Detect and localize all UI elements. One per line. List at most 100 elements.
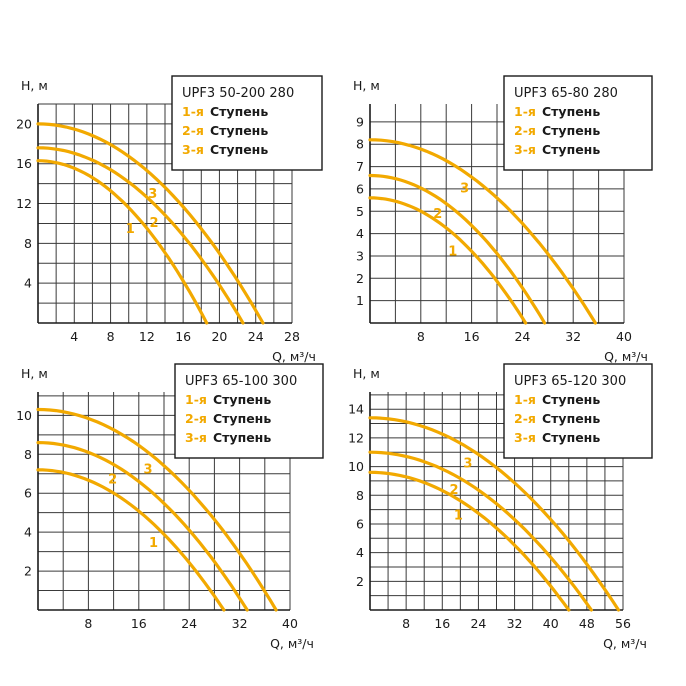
y-tick-label: 10 bbox=[16, 408, 32, 423]
chart-title: UPF3 65-80 280 bbox=[514, 86, 618, 101]
legend-stage-number: 3-я bbox=[514, 430, 536, 445]
curve-series-2 bbox=[368, 173, 547, 325]
x-tick-label: 32 bbox=[232, 616, 248, 631]
curve-series-3 bbox=[36, 407, 278, 612]
x-tick-label: 56 bbox=[615, 616, 631, 631]
legend: UPF3 65-100 300 1-я Ступень 2-я Ступень 3-я Ст… bbox=[174, 363, 324, 459]
x-tick-label: 8 bbox=[417, 329, 425, 344]
y-tick-label: 4 bbox=[356, 226, 364, 241]
x-tick-label: 24 bbox=[181, 616, 197, 631]
y-tick-label: 8 bbox=[356, 137, 364, 152]
x-tick-label: 20 bbox=[211, 329, 227, 344]
y-tick-label: 12 bbox=[348, 430, 364, 445]
curve-series-1 bbox=[368, 470, 571, 612]
legend-stage-word: Ступень bbox=[213, 411, 271, 426]
y-tick-label: 2 bbox=[24, 564, 32, 579]
curve-label-1: 1 bbox=[454, 508, 463, 523]
y-tick-label: 4 bbox=[356, 545, 364, 560]
curve-series-3 bbox=[36, 122, 265, 325]
x-tick-label: 8 bbox=[402, 616, 410, 631]
legend: UPF3 50-200 280 1-я Ступень 2-я Ступень 3-я Ст… bbox=[171, 75, 323, 171]
y-axis-label: H, м bbox=[353, 78, 380, 93]
legend-stage-word: Ступень bbox=[542, 430, 600, 445]
y-tick-label: 7 bbox=[356, 159, 364, 174]
y-tick-label: 10 bbox=[348, 459, 364, 474]
chart-title: UPF3 65-100 300 bbox=[185, 374, 297, 389]
x-tick-label: 8 bbox=[84, 616, 92, 631]
x-tick-label: 48 bbox=[579, 616, 595, 631]
x-tick-label: 40 bbox=[616, 329, 632, 344]
curve-label-3: 3 bbox=[460, 182, 469, 197]
y-tick-label: 1 bbox=[356, 293, 364, 308]
legend-stage-number: 1-я bbox=[514, 104, 536, 119]
y-tick-label: 8 bbox=[356, 488, 364, 503]
x-axis-label: Q, м³/ч bbox=[270, 636, 314, 651]
x-tick-label: 32 bbox=[565, 329, 581, 344]
x-axis-label: Q, м³/ч bbox=[603, 636, 647, 651]
y-tick-label: 14 bbox=[348, 402, 364, 417]
x-tick-label: 24 bbox=[248, 329, 264, 344]
curve-label-3: 3 bbox=[463, 456, 472, 471]
y-tick-label: 6 bbox=[24, 486, 32, 501]
x-tick-label: 12 bbox=[139, 329, 155, 344]
legend-stage-number: 3-я bbox=[185, 430, 207, 445]
x-tick-label: 4 bbox=[70, 329, 78, 344]
y-tick-label: 8 bbox=[24, 236, 32, 251]
x-tick-label: 28 bbox=[284, 329, 300, 344]
x-tick-label: 16 bbox=[175, 329, 191, 344]
x-tick-label: 40 bbox=[282, 616, 298, 631]
curve-series-2 bbox=[36, 146, 245, 325]
x-tick-label: 24 bbox=[470, 616, 486, 631]
legend-stage-number: 3-я bbox=[514, 142, 536, 157]
legend-stage-word: Ступень bbox=[210, 142, 268, 157]
y-tick-label: 16 bbox=[16, 156, 32, 171]
legend-box bbox=[503, 75, 653, 171]
x-tick-label: 24 bbox=[514, 329, 530, 344]
curve-label-2: 2 bbox=[108, 472, 117, 487]
legend-stage-word: Ступень bbox=[210, 123, 268, 138]
x-tick-label: 16 bbox=[464, 329, 480, 344]
curve-label-2: 2 bbox=[433, 207, 442, 222]
chart-title: UPF3 50-200 280 bbox=[182, 86, 294, 101]
curve-series-3 bbox=[368, 138, 597, 325]
y-tick-label: 3 bbox=[356, 248, 364, 263]
curve-label-1: 1 bbox=[448, 244, 457, 259]
legend-box bbox=[171, 75, 323, 171]
legend-stage-number: 1-я bbox=[182, 104, 204, 119]
chart-title: UPF3 65-120 300 bbox=[514, 374, 626, 389]
legend-stage-word: Ступень bbox=[542, 411, 600, 426]
legend-stage-word: Ступень bbox=[542, 123, 600, 138]
x-axis-label: Q, м³/ч bbox=[272, 349, 316, 364]
curve-series-2 bbox=[368, 450, 593, 612]
y-tick-label: 2 bbox=[356, 271, 364, 286]
curve-series-1 bbox=[368, 196, 528, 325]
curve-label-1: 1 bbox=[149, 536, 158, 551]
legend-stage-word: Ступень bbox=[210, 104, 268, 119]
curve-label-3: 3 bbox=[144, 463, 153, 478]
y-tick-label: 6 bbox=[356, 181, 364, 196]
curve-series-3 bbox=[368, 416, 621, 612]
legend-stage-word: Ступень bbox=[542, 104, 600, 119]
curve-series-1 bbox=[36, 159, 209, 325]
legend-stage-word: Ступень bbox=[542, 142, 600, 157]
x-tick-label: 32 bbox=[507, 616, 523, 631]
x-tick-label: 40 bbox=[543, 616, 559, 631]
chart-2: 8 16 24 32 40 1 2 3 4 5 6 7 8 9 H, м Q, м³/ч 1 2 3 UPF3 65-… bbox=[353, 75, 653, 364]
x-tick-label: 16 bbox=[434, 616, 450, 631]
legend-box bbox=[503, 363, 653, 459]
y-tick-label: 9 bbox=[356, 114, 364, 129]
curve-label-2: 2 bbox=[449, 483, 458, 498]
legend-stage-word: Ступень bbox=[213, 430, 271, 445]
legend-stage-word: Ступень bbox=[213, 392, 271, 407]
curve-series-2 bbox=[36, 440, 249, 612]
y-tick-label: 20 bbox=[16, 116, 32, 131]
y-tick-label: 6 bbox=[356, 516, 364, 531]
y-axis-label: H, м bbox=[21, 78, 48, 93]
x-tick-label: 8 bbox=[107, 329, 115, 344]
y-tick-label: 4 bbox=[24, 525, 32, 540]
legend-stage-number: 2-я bbox=[514, 123, 536, 138]
curve-series-1 bbox=[36, 468, 226, 612]
